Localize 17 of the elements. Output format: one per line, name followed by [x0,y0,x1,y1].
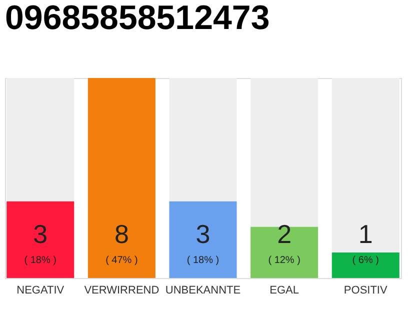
data-label: ( 18% ) [24,255,56,266]
x-tick-label: UNBEKANNTE [165,284,241,296]
x-tick-label: EGAL [270,284,299,296]
annotation: 3 [196,219,210,249]
annotation: 3 [33,219,48,249]
bar [332,252,400,278]
data-label: ( 12% ) [268,255,300,266]
annotation: 1 [358,219,373,249]
data-label: ( 6% ) [352,255,379,266]
x-tick-label: VERWIRREND [84,284,160,296]
data-label: ( 47% ) [106,255,138,266]
x-tick-label: NEGATIV [16,284,65,296]
chart-title: 09685858512473 [5,0,270,37]
annotation: 2 [277,219,292,249]
x-tick-label: POSITIV [344,284,388,296]
data-label: ( 18% ) [186,255,220,266]
annotation: 8 [114,219,129,249]
